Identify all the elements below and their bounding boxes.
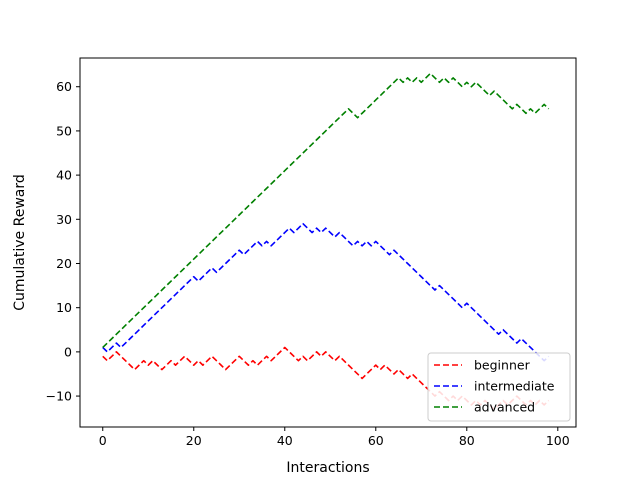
y-axis-label: Cumulative Reward <box>12 174 28 311</box>
y-tick-label: 20 <box>56 256 72 271</box>
y-tick-label: −10 <box>46 389 72 404</box>
legend-label-beginner: beginner <box>474 358 531 373</box>
legend-label-intermediate: intermediate <box>474 379 555 394</box>
series-line-intermediate <box>102 222 550 362</box>
series-line-advanced <box>102 72 550 349</box>
y-tick-label: 60 <box>56 79 72 94</box>
y-tick-label: 30 <box>56 212 72 227</box>
x-tick-label: 80 <box>459 433 475 448</box>
legend-box <box>427 352 571 422</box>
legend: beginner intermediate advanced <box>427 352 571 422</box>
y-tick-label: 0 <box>64 344 72 359</box>
plot-frame <box>79 57 577 428</box>
x-tick-label: 60 <box>368 433 384 448</box>
y-tick-label: 50 <box>56 123 72 138</box>
x-tick-label: 20 <box>186 433 202 448</box>
x-tick-label: 0 <box>99 433 107 448</box>
x-axis-label: Interactions <box>286 460 369 476</box>
legend-label-advanced: advanced <box>474 400 535 415</box>
y-tick-label: 10 <box>56 300 72 315</box>
y-tick-label: 40 <box>56 168 72 183</box>
x-tick-label: 40 <box>277 433 293 448</box>
x-tick-label: 100 <box>546 433 570 448</box>
ticks-layer: 0 20 40 60 80 100 −10 0 10 20 30 40 50 60 <box>46 79 570 448</box>
